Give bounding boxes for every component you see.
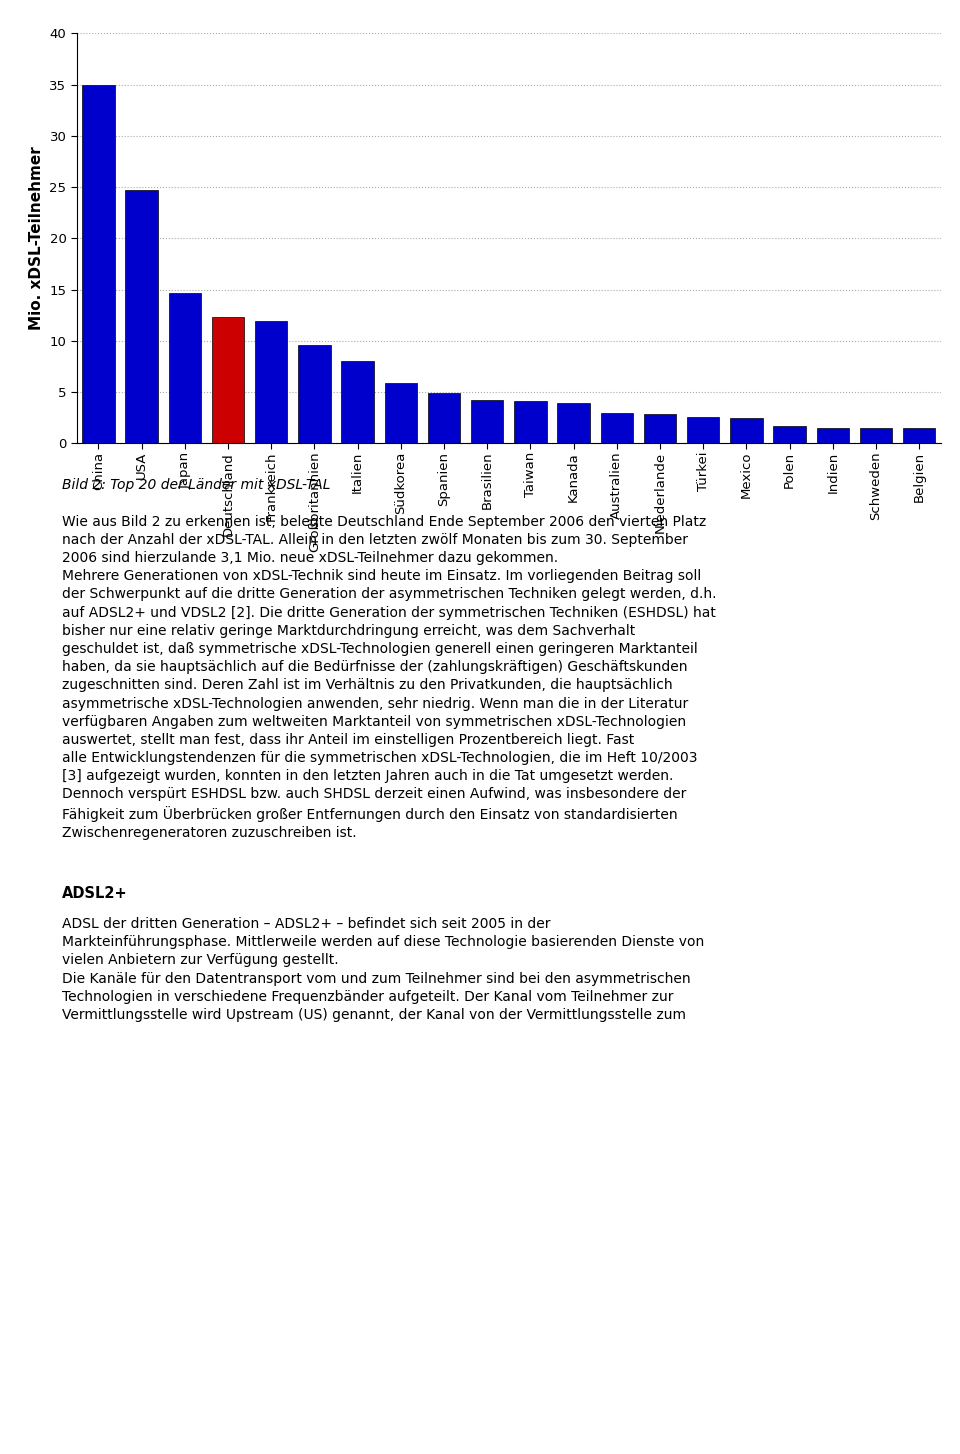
Y-axis label: Mio. xDSL-Teilnehmer: Mio. xDSL-Teilnehmer	[29, 147, 44, 330]
Bar	[428, 393, 460, 443]
Bar	[342, 362, 373, 443]
Bar	[385, 382, 417, 443]
Bar	[860, 427, 892, 443]
Bar	[126, 190, 157, 443]
Bar	[774, 426, 805, 443]
Bar	[83, 84, 114, 443]
Text: Wie aus Bild 2 zu erkennen ist, belegte Deutschland Ende September 2006 den vier: Wie aus Bild 2 zu erkennen ist, belegte …	[62, 515, 717, 840]
Text: ADSL2+: ADSL2+	[62, 887, 128, 901]
Text: Bild 2: Top 20 der Länder mit xDSL-TAL: Bild 2: Top 20 der Länder mit xDSL-TAL	[62, 478, 331, 493]
Text: ADSL der dritten Generation – ADSL2+ – befindet sich seit 2005 in der
Markteinfü: ADSL der dritten Generation – ADSL2+ – b…	[62, 917, 705, 1022]
Bar	[255, 321, 287, 443]
Bar	[169, 292, 201, 443]
Bar	[903, 427, 935, 443]
Bar	[558, 404, 589, 443]
Bar	[644, 414, 676, 443]
Bar	[212, 317, 244, 443]
Bar	[817, 427, 849, 443]
Bar	[601, 413, 633, 443]
Bar	[515, 401, 546, 443]
Bar	[687, 417, 719, 443]
Bar	[299, 345, 330, 443]
Bar	[471, 400, 503, 443]
Bar	[731, 417, 762, 443]
